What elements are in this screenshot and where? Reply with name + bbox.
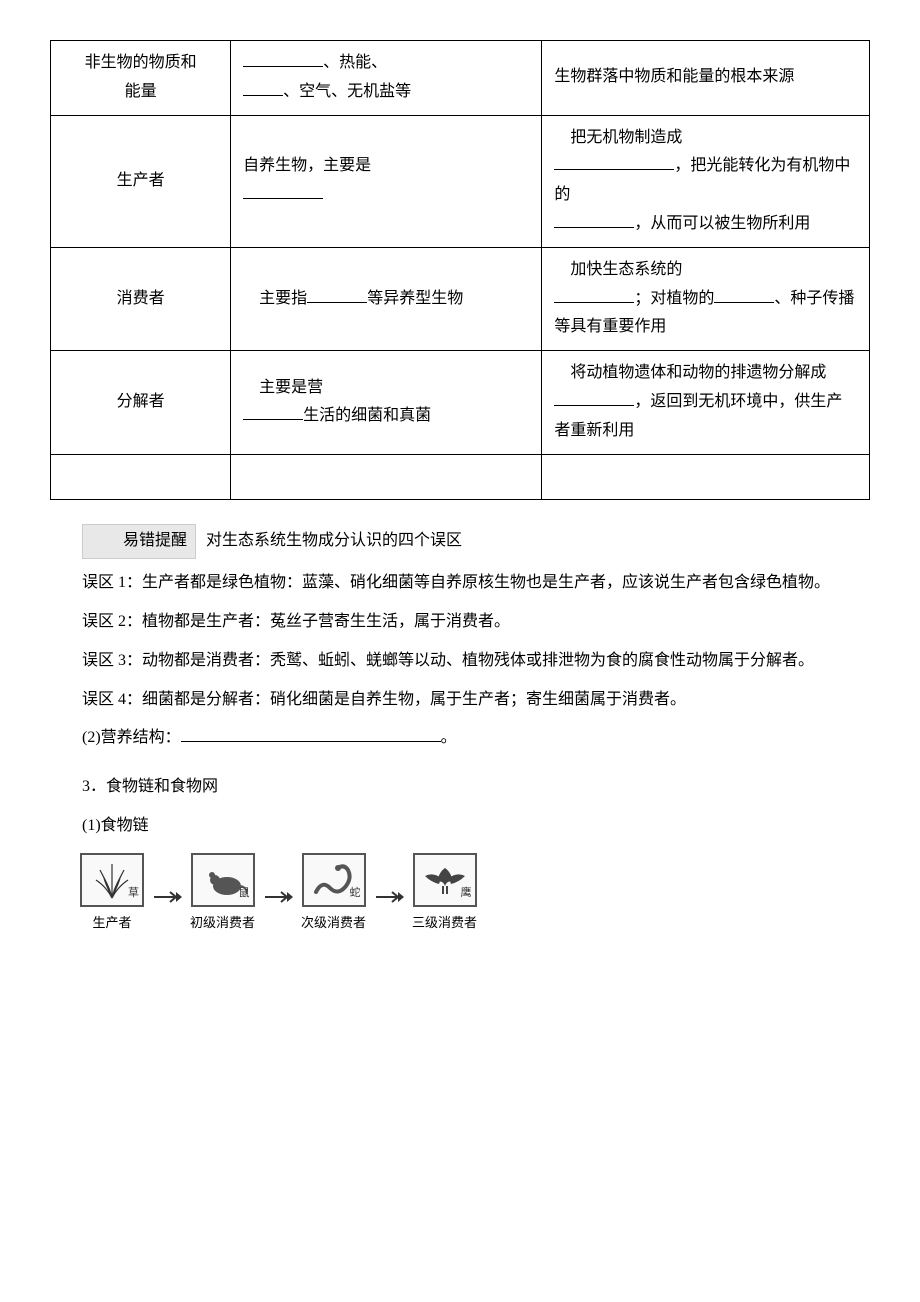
section-number: 3． bbox=[82, 778, 106, 795]
tip-title: 对生态系统生物成分认识的四个误区 bbox=[206, 532, 462, 549]
component-examples: 主要指 等异养型生物 bbox=[231, 247, 542, 350]
cell-text: 加快生态系统的 bbox=[570, 261, 682, 278]
cell-text: 主要是营 bbox=[259, 379, 323, 396]
snake-icon: 蛇 bbox=[302, 853, 366, 907]
component-name: 分解者 bbox=[51, 351, 231, 454]
empty-cell bbox=[51, 454, 231, 500]
tip-heading: 易错提醒 对生态系统生物成分认识的四个误区 bbox=[50, 524, 870, 559]
nutrition-structure-line: (2)营养结构： 。 bbox=[50, 724, 870, 753]
cell-text: 生物群落中物质和能量的根本来源 bbox=[554, 68, 794, 85]
cell-text: 将动植物遗体和动物的排遗物分解成 bbox=[570, 364, 826, 381]
cell-text: ；对植物的 bbox=[634, 290, 714, 307]
node-role-label: 三级消费者 bbox=[412, 911, 477, 934]
cell-text: 非生物的物质和能量 bbox=[85, 54, 197, 100]
component-examples: 主要是营 生活的细菌和真菌 bbox=[231, 351, 542, 454]
node-cn-label: 鼠 bbox=[239, 884, 250, 904]
fill-blank bbox=[243, 183, 323, 199]
arrow-icon bbox=[374, 888, 404, 917]
arrow-icon bbox=[152, 888, 182, 917]
component-name: 生产者 bbox=[51, 115, 231, 247]
misconception-item: 误区 2：植物都是生产者：菟丝子营寄生生活，属于消费者。 bbox=[50, 608, 870, 637]
component-function: 把无机物制造成 ，把光能转化为有机物中的 ，从而可以被生物所利用 bbox=[542, 115, 870, 247]
fill-blank bbox=[243, 404, 303, 420]
food-chain-node: 草 生产者 bbox=[80, 853, 144, 934]
table-row: 消费者 主要指 等异养型生物 加快生态系统的 ；对植物的、种子传播等具有重要作用 bbox=[51, 247, 870, 350]
fill-blank bbox=[243, 51, 323, 67]
misconception-item: 误区 4：细菌都是分解者：硝化细菌是自养生物，属于生产者；寄生细菌属于消费者。 bbox=[50, 686, 870, 715]
fill-blank bbox=[243, 80, 283, 96]
cell-text: 、空气、无机盐等 bbox=[283, 83, 411, 100]
mouse-icon: 鼠 bbox=[191, 853, 255, 907]
node-role-label: 生产者 bbox=[92, 911, 131, 934]
fill-blank bbox=[554, 390, 634, 406]
cell-text: 等异养型生物 bbox=[367, 290, 463, 307]
grass-icon: 草 bbox=[80, 853, 144, 907]
misconception-item: 误区 1：生产者都是绿色植物：蓝藻、硝化细菌等自养原核生物也是生产者，应该说生产… bbox=[50, 569, 870, 598]
food-chain-node: 鼠 初级消费者 bbox=[190, 853, 255, 934]
component-name: 消费者 bbox=[51, 247, 231, 350]
cell-text: 生产者 bbox=[117, 172, 165, 189]
component-examples: 、热能、 、空气、无机盐等 bbox=[231, 41, 542, 116]
component-function: 生物群落中物质和能量的根本来源 bbox=[542, 41, 870, 116]
node-cn-label: 草 bbox=[128, 884, 139, 904]
fill-blank bbox=[554, 212, 634, 228]
cell-text: 分解者 bbox=[117, 393, 165, 410]
arrow-icon bbox=[263, 888, 293, 917]
cell-text: ，从而可以被生物所利用 bbox=[634, 215, 810, 232]
table-row: 生产者 自养生物，主要是 把无机物制造成 ，把光能转化为有机物中的 ，从而可以被… bbox=[51, 115, 870, 247]
component-name: 非生物的物质和能量 bbox=[51, 41, 231, 116]
tail-text: 。 bbox=[441, 729, 457, 746]
eagle-icon: 鹰 bbox=[413, 853, 477, 907]
food-chain-node: 蛇 次级消费者 bbox=[301, 853, 366, 934]
food-chain-node: 鹰 三级消费者 bbox=[412, 853, 477, 934]
fill-blank bbox=[554, 287, 634, 303]
cell-text: 自养生物，主要是 bbox=[243, 157, 371, 174]
table-row-empty bbox=[51, 454, 870, 500]
food-chain-diagram: 草 生产者 鼠 初级消费者 bbox=[80, 853, 870, 934]
fill-blank bbox=[714, 287, 774, 303]
paragraph-text: 误区 3：动物都是消费者：秃鹫、蚯蚓、蜣螂等以动、植物残体或排泄物为食的腐食性动… bbox=[82, 652, 814, 669]
cell-text: 、热能、 bbox=[323, 54, 387, 71]
component-function: 将动植物遗体和动物的排遗物分解成 ，返回到无机环境中，供生产者重新利用 bbox=[542, 351, 870, 454]
cell-text: 消费者 bbox=[117, 290, 165, 307]
section-3-heading: 3．食物链和食物网 bbox=[50, 773, 870, 802]
ecosystem-components-table: 非生物的物质和能量 、热能、 、空气、无机盐等 生物群落中物质和能量的根本来源 … bbox=[50, 40, 870, 500]
label-text: (2)营养结构： bbox=[82, 729, 181, 746]
cell-text: 主要指 bbox=[259, 290, 307, 307]
paragraph-text: 误区 2：植物都是生产者：菟丝子营寄生生活，属于消费者。 bbox=[82, 613, 510, 630]
fill-blank bbox=[307, 287, 367, 303]
section-title-text: 食物链和食物网 bbox=[106, 778, 218, 795]
node-cn-label: 鹰 bbox=[461, 884, 472, 904]
fill-blank bbox=[181, 726, 441, 742]
component-examples: 自养生物，主要是 bbox=[231, 115, 542, 247]
paragraph-text: 误区 1：生产者都是绿色植物：蓝藻、硝化细菌等自养原核生物也是生产者，应该说生产… bbox=[82, 574, 830, 591]
tip-badge: 易错提醒 bbox=[82, 524, 196, 559]
empty-cell bbox=[231, 454, 542, 500]
paragraph-text: 误区 4：细菌都是分解者：硝化细菌是自养生物，属于生产者；寄生细菌属于消费者。 bbox=[82, 691, 686, 708]
table-row: 非生物的物质和能量 、热能、 、空气、无机盐等 生物群落中物质和能量的根本来源 bbox=[51, 41, 870, 116]
node-role-label: 次级消费者 bbox=[301, 911, 366, 934]
cell-text: 把无机物制造成 bbox=[570, 129, 682, 146]
cell-text: 生活的细菌和真菌 bbox=[303, 407, 431, 424]
misconception-item: 误区 3：动物都是消费者：秃鹫、蚯蚓、蜣螂等以动、植物残体或排泄物为食的腐食性动… bbox=[50, 647, 870, 676]
node-cn-label: 蛇 bbox=[350, 884, 361, 904]
node-role-label: 初级消费者 bbox=[190, 911, 255, 934]
subsection-1-heading: (1)食物链 bbox=[50, 812, 870, 841]
empty-cell bbox=[542, 454, 870, 500]
subsection-text: (1)食物链 bbox=[82, 817, 149, 834]
component-function: 加快生态系统的 ；对植物的、种子传播等具有重要作用 bbox=[542, 247, 870, 350]
table-row: 分解者 主要是营 生活的细菌和真菌 将动植物遗体和动物的排遗物分解成 ，返回到无… bbox=[51, 351, 870, 454]
fill-blank bbox=[554, 154, 674, 170]
